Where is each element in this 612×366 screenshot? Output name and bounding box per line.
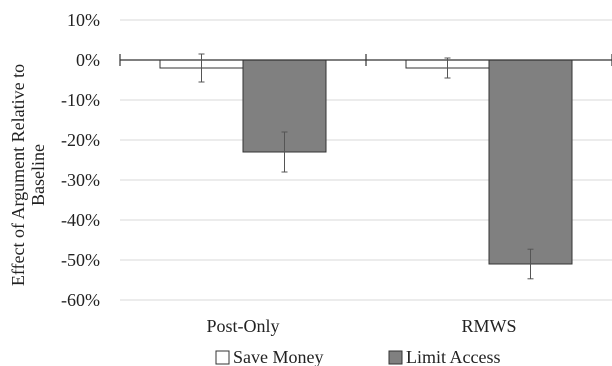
y-axis-title-line2: Baseline — [28, 144, 48, 206]
y-tick-label: -40% — [61, 210, 100, 230]
y-tick-label: -10% — [61, 90, 100, 110]
x-axis-categories: Post-Only RMWS — [206, 316, 516, 336]
legend-swatch-save-money — [215, 350, 230, 365]
y-tick-label: -30% — [61, 170, 100, 190]
gridlines — [120, 19, 612, 301]
legend-label-limit-access: Limit Access — [406, 347, 500, 366]
y-axis-title-line1: Effect of Argument Relative to — [8, 64, 28, 286]
bars — [159, 59, 573, 265]
y-tick-label: -50% — [61, 250, 100, 270]
y-axis-title: Effect of Argument Relative to Baseline — [8, 64, 48, 286]
y-tick-label: -60% — [61, 290, 100, 310]
y-tick-label: 0% — [76, 50, 100, 70]
y-axis-ticks: 10% 0% -10% -20% -30% -40% -50% -60% — [61, 10, 100, 310]
error-bars — [198, 53, 534, 280]
legend-swatch-limit-access — [388, 350, 403, 365]
x-category-label: Post-Only — [206, 316, 279, 336]
legend: Save Money Limit Access — [215, 347, 500, 366]
legend-label-save-money: Save Money — [233, 347, 323, 366]
y-tick-label: -20% — [61, 130, 100, 150]
x-category-label: RMWS — [461, 316, 516, 336]
bar-limit-access-rmws — [488, 59, 573, 265]
y-tick-label: 10% — [67, 10, 100, 30]
